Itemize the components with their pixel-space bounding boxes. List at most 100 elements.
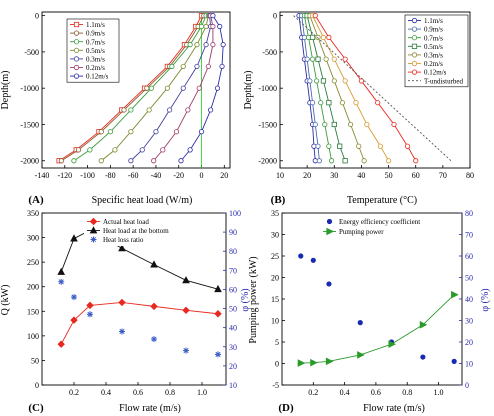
- panel-a-series-5-point: [160, 147, 166, 153]
- panel-b-series-5-point: [320, 34, 327, 40]
- panel-a-series-5-point: [196, 85, 202, 91]
- panel-b-series-2-line: [303, 15, 333, 161]
- panel-b-series-6-point: [326, 34, 332, 40]
- panel-b-series-5-point: [385, 158, 392, 164]
- panel-a-series-2-point: [128, 107, 134, 113]
- panel-d-legend-box: [320, 216, 434, 239]
- panel-a-legend-marker: [73, 39, 80, 45]
- panel-c-series-1-point: [150, 260, 158, 268]
- panel-a-series-3-point: [164, 85, 170, 91]
- panel-d-ytick-label: 0: [275, 360, 279, 369]
- panel-a-series-6-point: [214, 85, 221, 91]
- panel-a-series-6-point: [220, 42, 226, 48]
- panel-b-series-4-line: [309, 15, 365, 161]
- panel-c-series-0-point: [118, 298, 126, 307]
- panel-c-y2tick-label: 50: [229, 305, 237, 314]
- panel-d-plot-area: 0.2 0.4 0.6 0.8 1.0 -5 0 5 10 15 20 25 30 35 0 10 20 30 40…: [271, 209, 473, 397]
- panel-a-series-6-point: [208, 107, 214, 113]
- panel-a-legend-marker: [73, 73, 80, 79]
- panel-b-legend-label: 1.1m/s: [424, 17, 443, 25]
- panel-b-plot-area: 10 20 30 40 50 60 70 80 0 -500 -1000 -1500 -2000 1.1m…: [258, 11, 474, 180]
- panel-a-xtick-label: -40: [151, 171, 162, 180]
- panel-d-y2tick-label: 20: [465, 338, 473, 347]
- panel-d-y2tick-label: 0: [465, 381, 469, 390]
- panel-b-frame: [279, 11, 471, 169]
- panel-a-xtick-label: -100: [80, 171, 95, 180]
- panel-a-ytick-label: -2000: [20, 157, 39, 166]
- panel-b-series-6-point: [413, 158, 419, 164]
- panel-c-legend-label: Heat loss ratio: [103, 236, 144, 244]
- panel-d: 0.2 0.4 0.6 0.8 1.0 -5 0 5 10 15 20 25 30 35 0 10 20 30 40…: [248, 209, 491, 414]
- panel-a-legend-label: 0.3m/s: [86, 56, 105, 64]
- panel-c-y2tick-label: 30: [229, 343, 237, 352]
- panel-a-series-1-point: [75, 147, 82, 153]
- panel-b-series-2-point: [318, 100, 324, 106]
- panel-a-legend-marker: [73, 56, 80, 62]
- panel-b-series-3-point: [337, 143, 343, 149]
- panel-d-series-1-line: [300, 294, 455, 364]
- panel-b-xtick-label: 20: [303, 171, 311, 180]
- panel-b-series-6-point: [404, 143, 411, 149]
- panel-b-series-5-line: [312, 15, 389, 161]
- panel-a-ytick-label: -1500: [20, 120, 39, 129]
- panel-a-ytick-label: -1000: [20, 84, 39, 93]
- panel-c-letter: (C): [28, 402, 44, 414]
- panel-a-legend-marker: [73, 64, 80, 71]
- panel-c-series-2-point: [58, 278, 65, 285]
- panel-a-ytick-label: 0: [35, 12, 39, 21]
- panel-d-series-1-point: [388, 340, 397, 348]
- panel-d-series-0-point: [310, 257, 316, 263]
- panel-b-series-4-point: [339, 100, 346, 106]
- panel-a-legend: 1.1m/s0.9m/s0.7m/s0.5m/s0.3m/s0.2m/s0.12…: [66, 18, 120, 83]
- panel-b-series-6-point: [312, 13, 318, 19]
- panel-d-y2tick-label: 50: [465, 274, 473, 283]
- panel-b-ytick-label: -500: [262, 48, 277, 57]
- panel-d-series-0-point: [298, 253, 304, 259]
- panel-a-series-2-point: [187, 42, 193, 48]
- panel-b-series-1-point: [309, 100, 316, 106]
- panel-b-ytick-label: 0: [273, 12, 277, 21]
- panel-d-y2tick-label: 10: [465, 360, 473, 369]
- panel-b-legend-marker: [411, 35, 418, 41]
- panel-d-xlabel: Flow rate (m/s): [363, 403, 425, 414]
- panel-b-series-3-point: [342, 158, 348, 164]
- panel-a-xtick-label: 20: [220, 171, 228, 180]
- panel-c-series-0-point: [70, 316, 78, 324]
- panel-a: -140 -120 -100 -80 -60 -40 -20 0 20 0 -500 -1000 -15…: [0, 11, 231, 206]
- panel-b-series-5-point: [377, 143, 384, 149]
- panel-b-series-1-point: [307, 78, 313, 84]
- panel-c-xtick-label: 1.0: [197, 388, 207, 397]
- panel-c-legend-marker: [90, 236, 97, 243]
- panel-a-series-5-point: [185, 107, 191, 113]
- panel-b-series-3-line: [306, 15, 346, 161]
- panel-a-series-4-point: [180, 85, 186, 91]
- panel-a-xtick-label: -20: [173, 171, 184, 180]
- panel-a-legend-label: 0.12m/s: [86, 73, 109, 81]
- panel-b-xtick-label: 60: [412, 171, 420, 180]
- panel-b: 10 20 30 40 50 60 70 80 0 -500 -1000 -1500 -2000 1.1m…: [243, 11, 474, 206]
- panel-d-series-0-point: [451, 358, 457, 364]
- panel-b-series-3-point: [326, 100, 332, 106]
- panel-b-legend-marker: [411, 60, 418, 67]
- panel-a-legend-label: 0.9m/s: [86, 30, 105, 38]
- panel-d-ylabel: Pumping power (kW): [248, 256, 259, 343]
- panel-b-legend-marker: [411, 17, 418, 24]
- panel-a-frame: [41, 11, 231, 169]
- panel-a-ylabel: Depth(m): [0, 71, 11, 110]
- panel-a-series-2-point: [87, 147, 93, 153]
- panel-b-series-2-point: [322, 121, 328, 128]
- panel-d-legend-marker: [326, 227, 335, 236]
- panel-c-frame: [41, 212, 227, 386]
- panel-a-series-1-point: [98, 129, 104, 135]
- panel-b-series-5-point: [331, 56, 337, 62]
- panel-a-xtick-label: -140: [35, 171, 50, 180]
- panel-b-xlabel: Temperature (°C): [347, 195, 417, 206]
- panel-c-ytick-label: 300: [27, 234, 39, 243]
- panel-a-series-6-point: [217, 23, 223, 30]
- panel-b-ytick-label: -1500: [258, 120, 277, 129]
- panel-a-series-4-point: [128, 158, 134, 164]
- panel-c-xtick-label: 0.2: [69, 388, 79, 397]
- panel-c-series-1-point: [70, 234, 78, 242]
- panel-d-ytick-label: 15: [271, 295, 279, 304]
